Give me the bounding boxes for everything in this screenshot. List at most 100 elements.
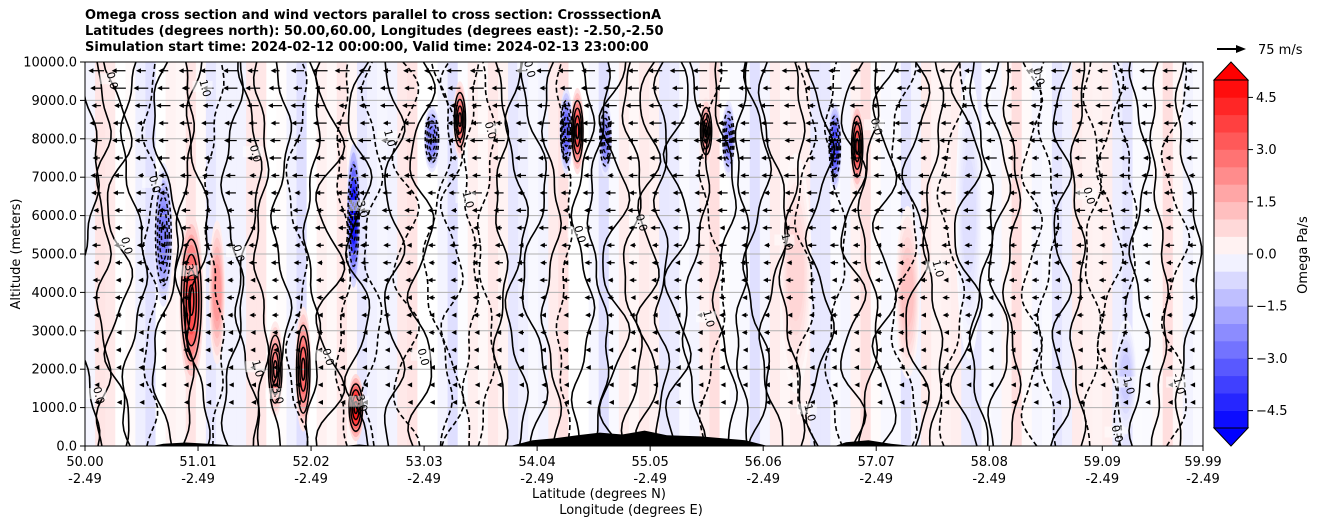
wind-vector-head: [920, 277, 926, 283]
wind-vector-head: [696, 260, 702, 266]
wind-vector-head: [1078, 382, 1084, 388]
wind-vector-head: [426, 225, 432, 231]
wind-vector-head: [206, 399, 212, 405]
wind-vector-head: [382, 190, 388, 196]
contour-layer: [85, 62, 1203, 446]
wind-vector-head: [447, 85, 453, 91]
contour-label: 1.0: [459, 189, 476, 209]
wind-vector-head: [112, 190, 118, 196]
wind-vector-head: [474, 330, 480, 336]
wind-vector-head: [1189, 347, 1195, 353]
wind-vector-head: [987, 312, 993, 318]
wind-vector-head: [496, 364, 502, 370]
wind-vector-head: [157, 85, 163, 91]
wind-vector-head: [1075, 242, 1081, 248]
wind-vector-head: [115, 312, 121, 318]
x-tick-label-longitude: -2.49: [181, 472, 215, 487]
omega-contour-line: [635, 62, 662, 446]
omega-closed-contour: [726, 131, 731, 147]
wind-vector-head: [513, 103, 519, 109]
wind-vector-head: [875, 190, 881, 196]
y-tick-label: 0.0: [56, 440, 77, 455]
wind-vector-head: [1189, 225, 1195, 231]
wind-vector-head: [672, 138, 678, 144]
wind-vector-head: [137, 172, 143, 178]
omega-contour-line: [360, 62, 384, 446]
wind-vector-head: [228, 399, 234, 405]
wind-vector-head: [316, 207, 322, 213]
colorbar-level: [1214, 201, 1248, 220]
wind-vector-head: [698, 399, 704, 405]
contour-label-bg: [265, 388, 286, 400]
wind-vector-head: [673, 242, 679, 248]
wind-vector-head: [829, 242, 835, 248]
wind-vector-head: [428, 330, 434, 336]
wind-vector-head: [651, 260, 657, 266]
wind-vector-head: [966, 382, 972, 388]
x-tick-label-latitude: 52.02: [292, 455, 329, 470]
wind-vector-head: [763, 330, 769, 336]
wind-vector-head: [336, 172, 342, 178]
wind-vector-head: [808, 103, 814, 109]
wind-vector-head: [853, 330, 859, 336]
wind-vector-head: [561, 103, 567, 109]
wind-vector-head: [1050, 85, 1056, 91]
wind-vector-head: [406, 330, 412, 336]
wind-vector-head: [115, 347, 121, 353]
wind-vector-head: [1055, 399, 1061, 405]
wind-vector-head: [964, 120, 970, 126]
wind-vector-head: [407, 382, 413, 388]
wind-vector-head: [675, 260, 681, 266]
omega-contour-line: [936, 62, 966, 446]
wind-vector-head: [137, 225, 143, 231]
wind-vector-head: [269, 207, 275, 213]
wind-vector-head: [493, 207, 499, 213]
wind-vector-head: [1053, 207, 1059, 213]
wind-vector-head: [201, 120, 207, 126]
wind-vector-head: [1072, 85, 1078, 91]
wind-vector-head: [830, 295, 836, 301]
wind-vector-head: [872, 68, 878, 74]
wind-vector-head: [628, 260, 634, 266]
wind-vector-head: [808, 260, 814, 266]
contour-label-bg: [796, 403, 817, 415]
wind-vector-head: [985, 85, 991, 91]
wind-vector-head: [139, 399, 145, 405]
wind-vector-head: [762, 207, 768, 213]
wind-vector-head: [853, 277, 859, 283]
wind-vector-head: [90, 85, 96, 91]
wind-vector-head: [159, 190, 165, 196]
wind-vector-head: [562, 295, 568, 301]
wind-vector-head: [740, 120, 746, 126]
wind-vector-head: [292, 85, 298, 91]
wind-vector-head: [716, 68, 722, 74]
wind-vector-head: [1008, 138, 1014, 144]
wind-vector-head: [653, 364, 659, 370]
wind-vector-head: [1030, 103, 1036, 109]
wind-vector-head: [896, 225, 902, 231]
omega-closed-contour: [573, 115, 581, 148]
wind-vector-head: [849, 85, 855, 91]
wind-vector-head: [786, 347, 792, 353]
y-tick-label: 10000.0: [23, 56, 77, 71]
wind-vector-head: [202, 103, 208, 109]
wind-vector-head: [1186, 190, 1192, 196]
wind-vector-head: [181, 85, 187, 91]
colorbar-level: [1214, 341, 1248, 359]
x-tick-label-longitude: -2.49: [520, 472, 554, 487]
wind-vector-head: [718, 295, 724, 301]
contour-label-bg: [410, 349, 431, 361]
wind-vector-head: [944, 330, 950, 336]
wind-vector-head: [519, 347, 525, 353]
x-tick-label-longitude: -2.49: [294, 472, 328, 487]
omega-contour-line: [570, 62, 596, 446]
wind-vector-head: [1166, 347, 1172, 353]
wind-vector-head: [941, 172, 947, 178]
wind-vector-head: [714, 85, 720, 91]
omega-contour-line: [586, 62, 611, 446]
wind-vector-head: [986, 225, 992, 231]
wind-vector-head: [649, 172, 655, 178]
wind-vector-head: [291, 120, 297, 126]
wind-vector-head: [228, 330, 234, 336]
wind-vector-head: [336, 190, 342, 196]
